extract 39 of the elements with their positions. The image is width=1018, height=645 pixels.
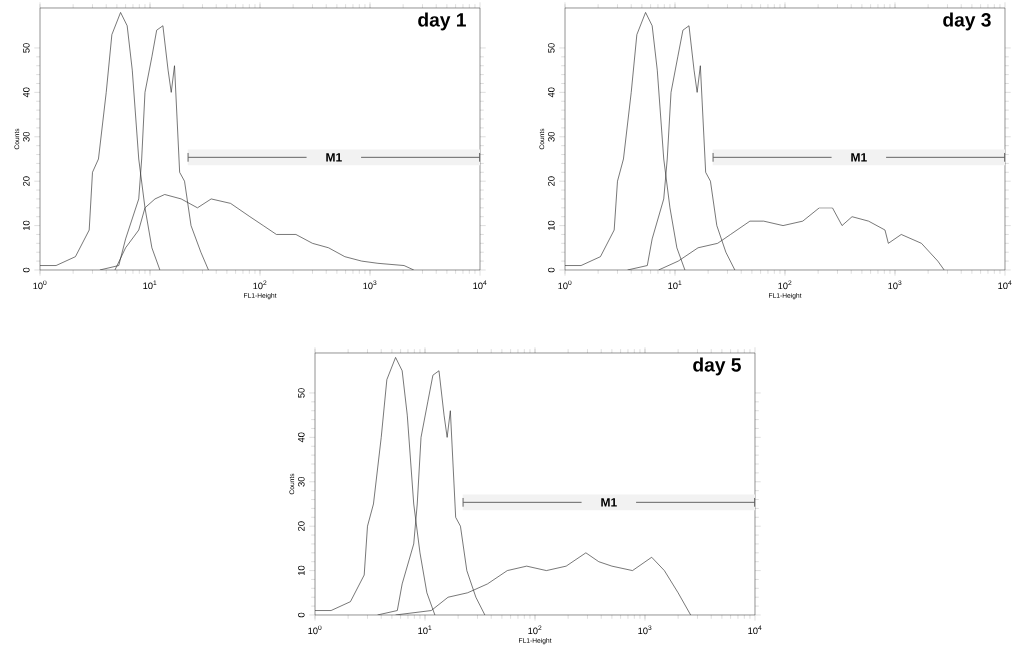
chart-title: day 5 — [693, 357, 741, 376]
chart-title: day 3 — [943, 12, 991, 31]
x-tick-label: 10$^{4}$ — [748, 625, 762, 635]
y-tick-label: 10 — [298, 565, 305, 576]
y-tick-label: 0 — [23, 267, 30, 273]
y-tick-label: 50 — [23, 43, 30, 53]
y-tick-label: 50 — [298, 388, 305, 398]
x-tick-label: 10$^{0}$ — [558, 280, 572, 290]
y-tick-label: 20 — [23, 176, 30, 186]
y-tick-label: 0 — [298, 612, 305, 618]
y-tick-label: 50 — [548, 43, 555, 53]
y-tick-label: 30 — [298, 476, 305, 487]
x-tick-label: 10$^{0}$ — [33, 280, 47, 290]
x-tick-label: 10$^{4}$ — [473, 280, 487, 290]
y-tick-label: 10 — [548, 220, 555, 231]
y-tick-label: 40 — [23, 87, 30, 98]
x-tick-label: 10$^{0}$ — [308, 625, 322, 635]
x-tick-label: 10$^{2}$ — [778, 280, 792, 290]
chart-title: day 1 — [418, 12, 466, 31]
y-tick-label: 30 — [23, 131, 30, 142]
x-tick-label: 10$^{3}$ — [888, 280, 902, 290]
x-tick-label: 10$^{3}$ — [638, 625, 652, 635]
x-tick-label: 10$^{3}$ — [363, 280, 377, 290]
y-tick-label: 10 — [23, 220, 30, 231]
x-tick-label: 10$^{2}$ — [253, 280, 267, 290]
band-label: M1 — [601, 498, 617, 507]
y-tick-label: 20 — [298, 521, 305, 531]
x-tick-label: 10$^{4}$ — [998, 280, 1012, 290]
x-tick-label: 10$^{1}$ — [143, 280, 157, 290]
y-tick-label: 30 — [548, 131, 555, 142]
x-tick-label: 10$^{1}$ — [668, 280, 682, 290]
x-tick-label: 10$^{2}$ — [528, 625, 542, 635]
y-tick-label: 20 — [548, 176, 555, 186]
x-tick-label: 10$^{1}$ — [418, 625, 432, 635]
band-label: M1 — [326, 153, 342, 162]
band-label: M1 — [851, 153, 867, 162]
y-tick-label: 40 — [548, 87, 555, 98]
y-tick-label: 40 — [298, 432, 305, 443]
y-tick-label: 0 — [548, 267, 555, 273]
